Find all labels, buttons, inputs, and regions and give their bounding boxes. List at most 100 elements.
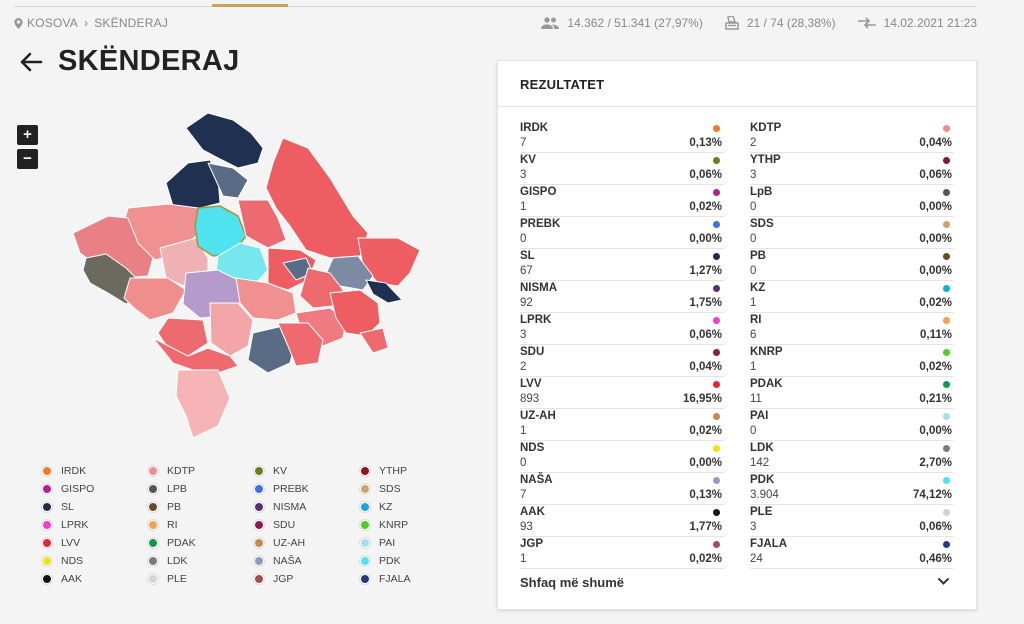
- map-region[interactable]: [152, 337, 239, 374]
- party-percent: 0,02%: [689, 553, 722, 565]
- legend-color-dot: [148, 465, 158, 476]
- party-name: IRDK: [520, 122, 549, 134]
- map-region[interactable]: [235, 277, 297, 321]
- legend-item[interactable]: SL: [42, 498, 148, 515]
- zoom-in-button[interactable]: +: [17, 125, 38, 145]
- map-region[interactable]: [365, 279, 403, 304]
- party-name: SDU: [520, 346, 545, 358]
- legend-color-dot: [42, 519, 52, 530]
- legend-item[interactable]: LPB: [148, 480, 254, 497]
- legend-item[interactable]: NISMA: [254, 498, 360, 515]
- back-arrow-icon[interactable]: [18, 49, 44, 75]
- legend-label: KV: [273, 464, 288, 477]
- party-votes: 24: [750, 553, 763, 565]
- map-region[interactable]: [277, 322, 324, 367]
- map-region[interactable]: [265, 137, 369, 259]
- legend-item[interactable]: NDS: [42, 552, 148, 569]
- party-votes: 142: [750, 457, 770, 469]
- legend-item[interactable]: PDAK: [148, 534, 254, 551]
- party-color-dot: [713, 445, 720, 452]
- legend-item[interactable]: YTHP: [360, 462, 466, 479]
- map-region[interactable]: [329, 289, 381, 337]
- legend-item[interactable]: LDK: [148, 552, 254, 569]
- party-votes: 3.904: [750, 489, 779, 501]
- legend-item[interactable]: PREBK: [254, 480, 360, 497]
- legend-item[interactable]: PB: [148, 498, 254, 515]
- party-color-dot: [713, 253, 720, 260]
- party-name: KNRP: [750, 346, 783, 358]
- map-region[interactable]: [123, 277, 187, 321]
- party-votes: 2: [750, 137, 757, 149]
- party-name: YTHP: [750, 154, 781, 166]
- page-title: SKËNDERAJ: [58, 45, 240, 77]
- map-region[interactable]: [207, 162, 249, 199]
- turnout-value: 14.362 / 51.341 (27,97%): [567, 16, 703, 30]
- zoom-out-button[interactable]: −: [17, 149, 38, 169]
- party-votes: 1: [520, 553, 527, 565]
- stations-value: 21 / 74 (28,38%): [746, 16, 836, 30]
- party-color-dot: [943, 509, 950, 516]
- legend-label: NDS: [61, 554, 84, 567]
- legend-item[interactable]: LVV: [42, 534, 148, 551]
- legend-item[interactable]: NAŠA: [254, 552, 360, 569]
- legend-color-dot: [42, 501, 52, 512]
- map-region[interactable]: [175, 369, 231, 439]
- result-row: PDAK 11 0,21%: [750, 377, 954, 409]
- party-color-dot: [713, 349, 720, 356]
- map-region[interactable]: [359, 327, 389, 354]
- party-color-dot: [943, 413, 950, 420]
- show-more-link[interactable]: Shfaq më shumë: [520, 575, 625, 590]
- result-row: PAI 0 0,00%: [750, 409, 954, 441]
- party-color-dot: [943, 477, 950, 484]
- breadcrumb-root[interactable]: KOSOVA: [27, 16, 78, 30]
- legend-label: PAI: [379, 536, 396, 549]
- party-color-dot: [943, 189, 950, 196]
- party-votes: 3: [750, 521, 757, 533]
- party-votes: 0: [750, 233, 757, 245]
- legend-item[interactable]: UZ-AH: [254, 534, 360, 551]
- legend-item[interactable]: KV: [254, 462, 360, 479]
- legend-item[interactable]: KNRP: [360, 516, 466, 533]
- legend-item[interactable]: JGP: [254, 570, 360, 587]
- party-votes: 0: [750, 265, 757, 277]
- legend-label: SDU: [273, 518, 296, 531]
- legend-label: PB: [167, 500, 182, 513]
- legend-item[interactable]: FJALA: [360, 570, 466, 587]
- result-row: NDS 0 0,00%: [520, 441, 724, 473]
- party-name: PREBK: [520, 218, 561, 230]
- legend-item[interactable]: PDK: [360, 552, 466, 569]
- party-name: KV: [520, 154, 536, 166]
- legend-item[interactable]: GISPO: [42, 480, 148, 497]
- legend-item[interactable]: AAK: [42, 570, 148, 587]
- legend-item[interactable]: KZ: [360, 498, 466, 515]
- party-votes: 1: [520, 425, 527, 437]
- map-region[interactable]: [237, 199, 287, 249]
- legend-item[interactable]: KDTP: [148, 462, 254, 479]
- location-pin-icon: [14, 17, 23, 29]
- map-region[interactable]: [185, 112, 264, 169]
- party-percent: 16,95%: [682, 393, 722, 405]
- chevron-down-icon[interactable]: [937, 577, 950, 586]
- legend-item[interactable]: SDU: [254, 516, 360, 533]
- result-row: KV 3 0,06%: [520, 153, 724, 185]
- party-color-dot: [943, 157, 950, 164]
- party-votes: 3: [520, 329, 527, 341]
- map-region[interactable]: [209, 302, 254, 357]
- party-name: PDK: [750, 474, 775, 486]
- breadcrumb-current: SKËNDERAJ: [94, 16, 169, 30]
- legend-item[interactable]: SDS: [360, 480, 466, 497]
- legend-color-dot: [148, 555, 158, 566]
- legend-color-dot: [42, 537, 52, 548]
- party-percent: 0,00%: [689, 457, 722, 469]
- party-color-dot: [713, 221, 720, 228]
- legend-item[interactable]: LPRK: [42, 516, 148, 533]
- legend-color-dot: [254, 483, 264, 494]
- legend-item[interactable]: RI: [148, 516, 254, 533]
- party-name: LPRK: [520, 314, 552, 326]
- legend-item[interactable]: PAI: [360, 534, 466, 551]
- party-percent: 1,75%: [689, 297, 722, 309]
- party-percent: 2,70%: [919, 457, 952, 469]
- legend-item[interactable]: IRDK: [42, 462, 148, 479]
- legend-item[interactable]: PLE: [148, 570, 254, 587]
- party-name: JGP: [520, 538, 544, 550]
